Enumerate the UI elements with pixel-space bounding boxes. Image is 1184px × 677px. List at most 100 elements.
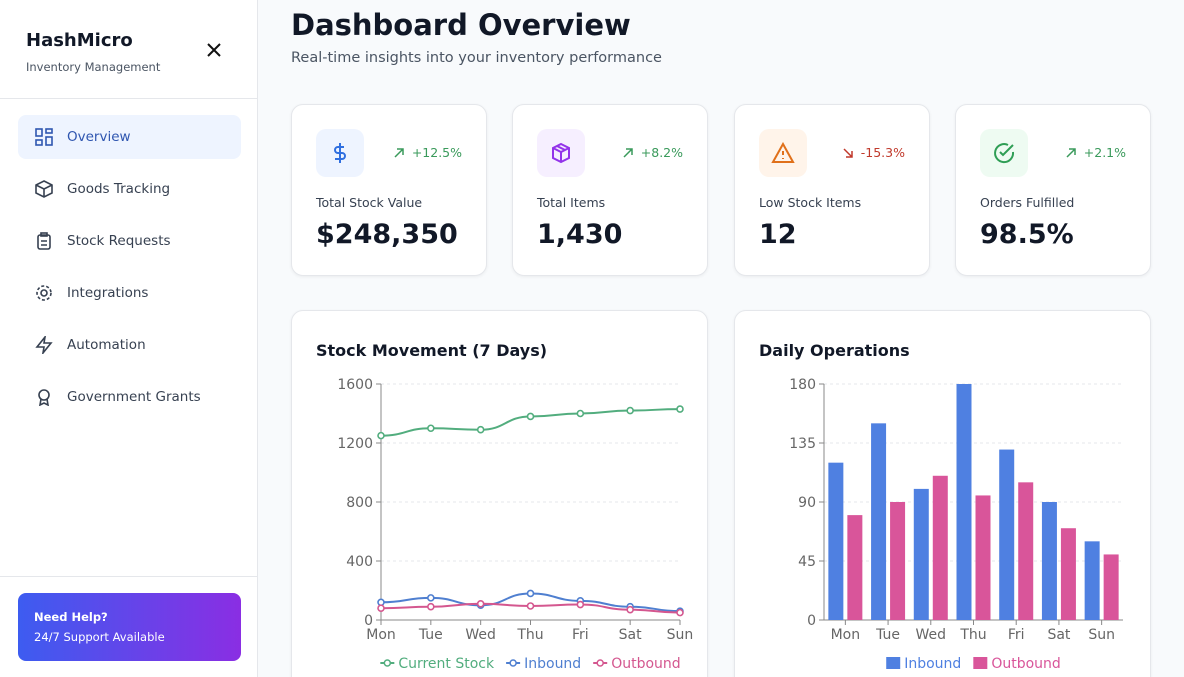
nav-item[interactable]: Stock Requests [18, 219, 241, 263]
point [526, 602, 535, 610]
legend-label[interactable]: Current Stock [398, 656, 495, 672]
stat-change-text: -15.3% [860, 145, 905, 160]
legend-marker [593, 659, 608, 667]
help-box[interactable]: Need Help? 24/7 Support Available [18, 593, 241, 661]
stat-icon [759, 129, 807, 177]
nav-item[interactable]: Government Grants [18, 375, 241, 419]
x-tick-label: Tue [875, 627, 900, 643]
stat-icon [537, 129, 585, 177]
stat-card: -15.3% Low Stock Items 12 [734, 104, 930, 276]
x-tick-label: Sun [1088, 627, 1115, 643]
nav-item[interactable]: Overview [18, 115, 241, 159]
bar [1103, 554, 1119, 620]
nav-label: Government Grants [67, 389, 201, 405]
y-tick-label: 135 [789, 436, 816, 452]
x-tick-label: Mon [366, 627, 396, 643]
stat-card: +2.1% Orders Fulfilled 98.5% [955, 104, 1151, 276]
y-tick-label: 90 [798, 495, 816, 511]
point [427, 602, 435, 611]
chart-card: Stock Movement (7 Days) 0 400 800 1200 1600 Mo… [291, 310, 708, 677]
point [377, 431, 385, 440]
point [576, 600, 585, 609]
close-button[interactable] [206, 42, 222, 58]
legend-label[interactable]: Outbound [991, 656, 1060, 672]
y-tick-label: 0 [807, 613, 816, 629]
x-tick-label: Sun [667, 627, 694, 643]
divider [0, 576, 257, 577]
point [526, 412, 535, 421]
stat-value: 98.5% [980, 219, 1074, 250]
page-title: Dashboard Overview [291, 8, 631, 42]
stat-label: Low Stock Items [759, 195, 862, 210]
x-tick-label: Mon [831, 627, 861, 643]
nav-label: Overview [67, 129, 131, 145]
divider [0, 98, 257, 99]
chart: Daily Operations 0 45 90 135 180 Mon Tue Wed Thu F… [759, 341, 1123, 672]
x-tick-label: Thu [516, 627, 543, 643]
y-tick-label: 1600 [337, 377, 373, 393]
legend-label[interactable]: Outbound [611, 656, 680, 672]
stat-card: +12.5% Total Stock Value $248,350 [291, 104, 487, 276]
x-tick-label: Tue [418, 627, 443, 643]
stat-card: +8.2% Total Items 1,430 [512, 104, 708, 276]
legend-marker [380, 659, 395, 667]
brand-subtitle: Inventory Management [26, 60, 161, 74]
help-text: 24/7 Support Available [34, 630, 165, 644]
chart-card: Daily Operations 0 45 90 135 180 Mon Tue Wed Thu F… [734, 310, 1151, 677]
bar [1041, 502, 1057, 620]
y-tick-label: 400 [346, 554, 373, 570]
x-tick-label: Fri [1008, 627, 1025, 643]
bar [956, 384, 972, 620]
chart-title: Daily Operations [759, 341, 910, 360]
brand: HashMicro [26, 30, 133, 51]
legend-label[interactable]: Inbound [524, 656, 581, 672]
point [377, 598, 385, 607]
legend-marker [973, 657, 988, 669]
stat-change-text: +12.5% [411, 145, 462, 160]
nav-label: Automation [67, 337, 146, 353]
nav-item[interactable]: Integrations [18, 271, 241, 315]
bar [999, 449, 1015, 620]
x-tick-label: Wed [465, 627, 496, 643]
bar [828, 462, 844, 620]
bar [871, 423, 887, 620]
point [427, 594, 435, 602]
bar [975, 495, 991, 620]
y-tick-label: 1200 [337, 436, 373, 452]
page-subtitle: Real-time insights into your inventory p… [291, 50, 662, 66]
x-tick-label: Sat [1047, 627, 1070, 643]
point [626, 406, 634, 415]
nav-label: Stock Requests [67, 233, 171, 249]
point [377, 604, 385, 613]
stat-change: +8.2% [623, 145, 683, 160]
nav-item[interactable]: Automation [18, 323, 241, 367]
legend: Current Stock Inbound Outbound [380, 656, 681, 672]
stat-icon [980, 129, 1028, 177]
chart: Stock Movement (7 Days) 0 400 800 1200 1600 Mo… [316, 341, 694, 672]
stat-change: -15.3% [843, 145, 905, 160]
stat-change: +12.5% [394, 145, 462, 160]
stat-change: +2.1% [1066, 145, 1126, 160]
stat-label: Total Items [537, 195, 606, 210]
point [676, 405, 684, 413]
stat-value: 1,430 [537, 219, 623, 250]
y-tick-label: 180 [789, 377, 816, 393]
stat-label: Orders Fulfilled [980, 195, 1075, 210]
stat-change-text: +8.2% [640, 145, 683, 160]
stat-icon [316, 129, 364, 177]
legend-marker [506, 659, 521, 667]
nav-item[interactable]: Goods Tracking [18, 167, 241, 211]
legend-label[interactable]: Inbound [904, 656, 961, 672]
x-tick-label: Fri [572, 627, 589, 643]
x-tick-label: Thu [959, 627, 986, 643]
nav-label: Integrations [67, 285, 149, 301]
y-tick-label: 45 [798, 554, 816, 570]
stat-label: Total Stock Value [316, 195, 423, 210]
point [676, 608, 684, 617]
legend-marker [886, 657, 901, 669]
bar [1018, 482, 1034, 620]
y-tick-label: 800 [346, 495, 373, 511]
bar [1060, 528, 1076, 620]
nav-label: Goods Tracking [67, 181, 171, 197]
